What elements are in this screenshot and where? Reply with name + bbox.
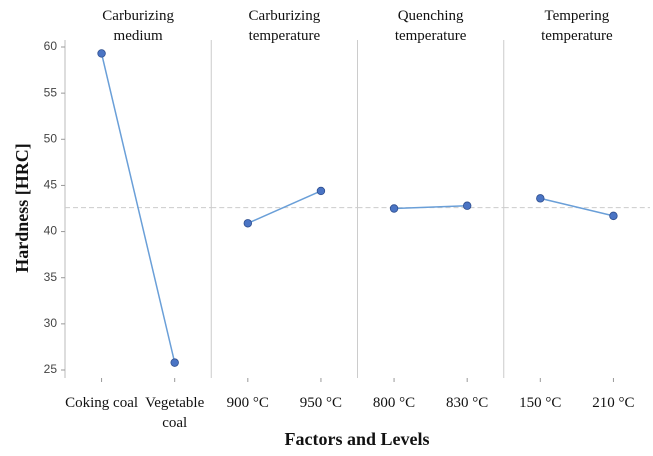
x-tick-label: 210 °C [592,395,635,411]
x-tick-label: 150 °C [519,395,562,411]
x-tick-label: 830 °C [446,395,489,411]
marker [97,49,106,58]
y-tick-label: 50 [44,131,58,145]
marker [170,358,179,367]
marker [536,194,545,203]
marker [609,211,618,221]
marker [316,186,326,196]
line [247,190,322,224]
y-tick-label: 55 [44,85,58,99]
y-tick-label: 40 [44,224,58,238]
marker [389,204,399,213]
y-tick-label: 35 [44,270,58,284]
panel-title: Tempering temperature [541,8,613,44]
marker [243,219,253,228]
y-tick-label: 60 [44,39,58,53]
y-tick-label: 45 [44,178,58,192]
line [100,53,176,363]
panel-title: Carburizing temperature [248,8,321,44]
y-tick-label: 25 [44,362,58,376]
x-tick-label: Vegetable coal [145,395,205,431]
line [394,204,468,210]
x-tick-label: 800 °C [372,395,416,411]
x-tick-label: 950 °C [299,395,343,411]
x-tick-label: 900 °C [226,395,269,411]
panel-title: Quenching temperature [394,8,467,44]
marker [462,201,472,210]
panel-title: Carburizing medium [102,8,174,44]
line [540,197,614,217]
y-tick-label: 30 [44,316,58,330]
x-tick-label: Coking coal [65,395,139,411]
x-axis-label: Factors and Levels [285,429,430,449]
y-axis-label: Hardness [HRC] [12,143,32,273]
